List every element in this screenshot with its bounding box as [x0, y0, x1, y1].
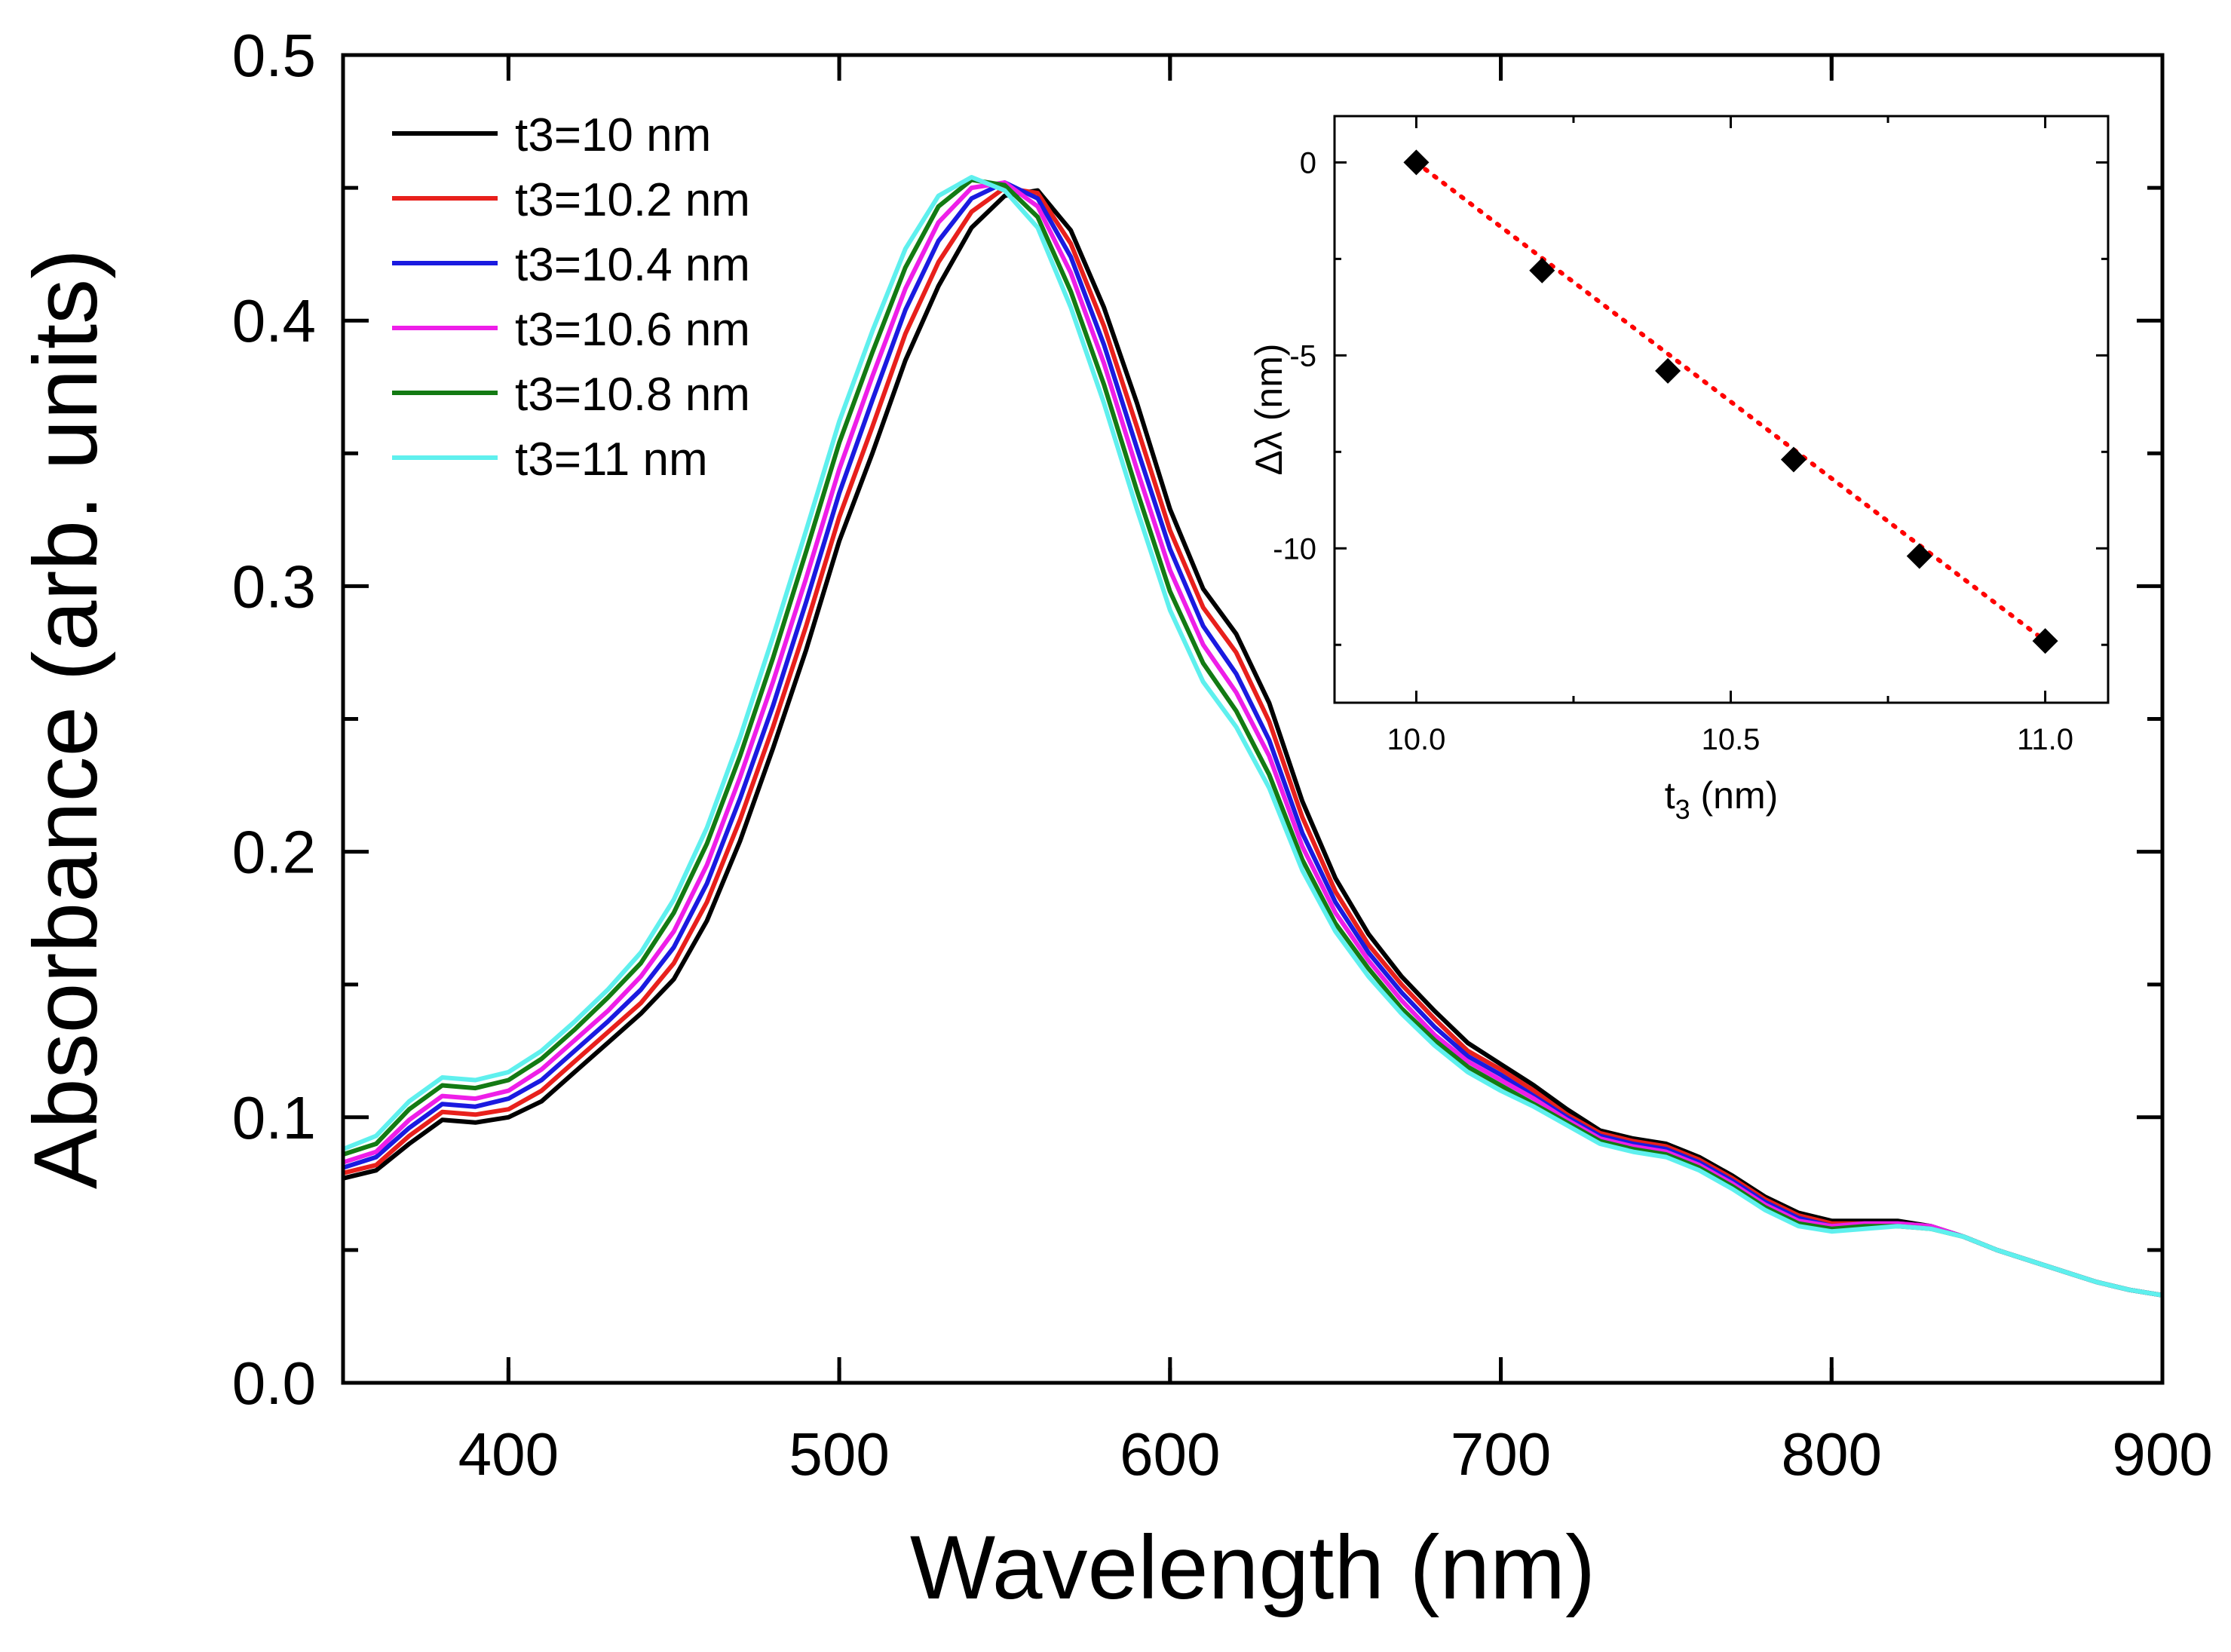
inset-ticks: [1335, 116, 2108, 703]
y-tick-label: 0.0: [232, 1350, 316, 1417]
legend-label: t3=10.2 nm: [515, 174, 750, 226]
legend-label: t3=11 nm: [515, 434, 708, 486]
inset-data-point: [1655, 357, 1681, 384]
series-line-5: [342, 177, 2163, 1298]
inset-x-tick-label: 10.5: [1702, 723, 1761, 756]
y-tick-label: 0.4: [232, 287, 316, 354]
y-tick-label: 0.5: [232, 22, 316, 89]
inset-background: [1335, 116, 2108, 703]
series-line-4: [342, 180, 2163, 1298]
inset-data-point: [1906, 543, 1932, 569]
inset-data-point: [1529, 257, 1555, 284]
series-line-6: [342, 175, 2163, 1298]
inset-xlabel-main: t: [1665, 774, 1675, 817]
main-ticks: [343, 53, 2165, 1385]
y-tick-label: 0.1: [232, 1084, 316, 1151]
inset-x-axis-title: t3 (nm): [1665, 774, 1779, 825]
x-tick-label: 500: [789, 1421, 889, 1488]
x-tick-label: 400: [458, 1421, 559, 1488]
inset-plot: 10.0 10.5 11.0 0 -5 -10 t3 (nm) Δλ (nm): [1248, 115, 2110, 825]
inset-data-point: [1403, 149, 1430, 176]
inset-x-tick-label: 11.0: [2017, 723, 2073, 756]
inset-xlabel-unit: (nm): [1690, 774, 1779, 817]
main-tick-labels: 400 500 600 700 800 900 0.0 0.1 0.2 0.3 0.4 0.5: [232, 22, 2213, 1488]
legend-label: t3=10 nm: [515, 109, 711, 161]
x-axis-title: Wavelength (nm): [910, 1517, 1595, 1618]
legend: t3=10 nm t3=10.2 nm t3=10.4 nm t3=10.6 nm t3…: [392, 109, 750, 486]
inset-points: [1403, 149, 2058, 654]
inset-y-tick-label: 0: [1300, 146, 1316, 179]
y-tick-label: 0.2: [232, 819, 316, 886]
inset-frame: [1333, 115, 2110, 704]
y-axis-title: Absorbance (arb. units): [15, 249, 116, 1189]
x-tick-label: 900: [2112, 1421, 2212, 1488]
inset-fit-line: [1414, 160, 2048, 644]
legend-label: t3=10.8 nm: [515, 369, 750, 421]
inset-xlabel-sub: 3: [1675, 794, 1690, 825]
x-tick-label: 600: [1120, 1421, 1220, 1488]
inset-y-tick-label: -10: [1273, 532, 1316, 565]
inset-y-tick-label: -5: [1289, 339, 1316, 372]
inset-x-tick-label: 10.0: [1387, 723, 1446, 756]
inset-tick-labels: 10.0 10.5 11.0 0 -5 -10: [1273, 146, 2073, 756]
main-series-group: [342, 175, 2163, 1298]
legend-label: t3=10.6 nm: [515, 304, 750, 356]
main-plot: 400 500 600 700 800 900 0.0 0.1 0.2 0.3 0.4 0.5 Wav…: [15, 22, 2213, 1618]
legend-label: t3=10.4 nm: [515, 239, 750, 291]
series-line-1: [342, 188, 2163, 1298]
x-tick-label: 800: [1782, 1421, 1882, 1488]
inset-y-axis-title: Δλ (nm): [1248, 343, 1290, 475]
x-tick-label: 700: [1451, 1421, 1551, 1488]
inset-data-point: [2032, 628, 2058, 654]
inset-data-point: [1780, 446, 1807, 473]
y-tick-label: 0.3: [232, 553, 316, 620]
